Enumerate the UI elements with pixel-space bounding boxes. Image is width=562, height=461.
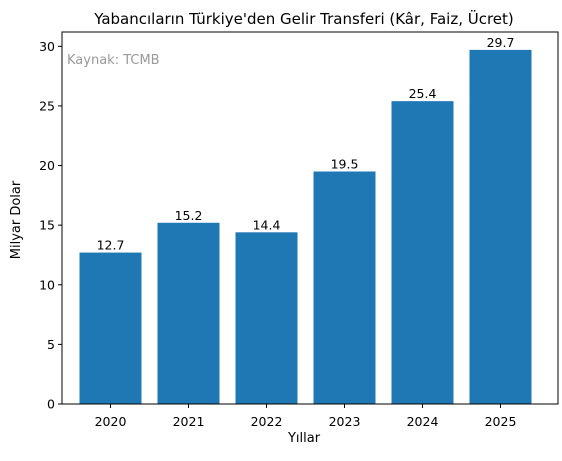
x-tick-label-2020: 2020	[95, 414, 127, 429]
x-axis-label: Yıllar	[287, 431, 321, 446]
y-axis: 0 5 10 15 20 25 30	[39, 39, 62, 412]
bar-2025	[469, 49, 532, 405]
bars-group	[79, 49, 532, 405]
source-annotation: Kaynak: TCMB	[67, 53, 160, 68]
y-tick-label-30: 30	[39, 39, 55, 54]
bar-2022	[235, 232, 298, 404]
bar-2024	[391, 101, 454, 405]
bar-2021	[157, 222, 220, 404]
bar-2020	[79, 252, 142, 404]
x-tick-label-2021: 2021	[173, 414, 205, 429]
y-tick-label-15: 15	[39, 218, 55, 233]
plot-frame	[61, 31, 559, 405]
value-label-2025: 29.7	[487, 35, 515, 50]
y-tick-label-10: 10	[39, 277, 55, 292]
x-tick-label-2025: 2025	[485, 414, 517, 429]
x-axis: 2020 2021 2022 2023 2024 2025	[95, 404, 517, 429]
x-tick-label-2022: 2022	[251, 414, 283, 429]
x-tick-label-2024: 2024	[407, 414, 439, 429]
y-tick-label-20: 20	[39, 158, 55, 173]
value-label-2021: 15.2	[175, 208, 203, 223]
y-axis-label: Milyar Dolar	[9, 180, 24, 259]
value-label-2024: 25.4	[409, 86, 437, 101]
value-label-2020: 12.7	[97, 238, 125, 253]
value-label-2022: 14.4	[253, 217, 281, 232]
value-labels-group: 12.7 15.2 14.4 19.5 25.4 29.7	[97, 35, 515, 253]
value-label-2023: 19.5	[331, 157, 359, 172]
y-tick-label-5: 5	[47, 337, 55, 352]
bar-2023	[313, 171, 376, 404]
y-tick-label-25: 25	[39, 98, 55, 113]
x-tick-label-2023: 2023	[329, 414, 361, 429]
chart-title: Yabancıların Türkiye'den Gelir Transferi…	[93, 9, 514, 28]
y-tick-label-0: 0	[47, 397, 55, 412]
